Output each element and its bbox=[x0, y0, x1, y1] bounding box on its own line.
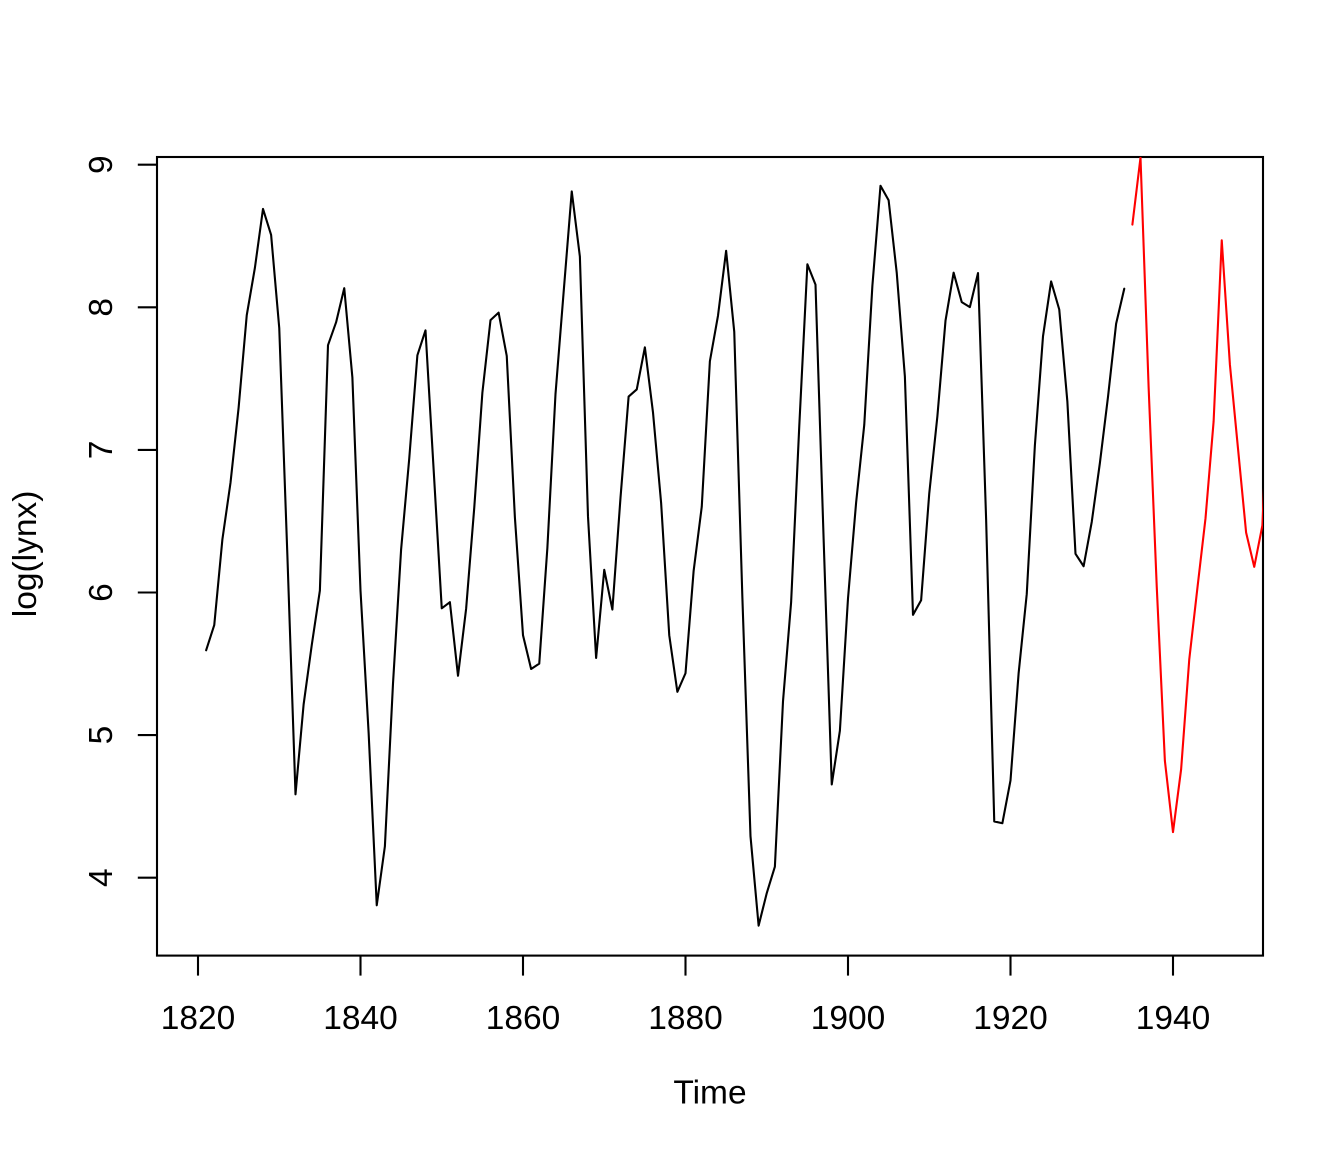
svg-text:Time: Time bbox=[673, 1075, 746, 1112]
svg-text:4: 4 bbox=[83, 868, 120, 887]
svg-text:1820: 1820 bbox=[161, 1000, 236, 1037]
svg-text:1840: 1840 bbox=[323, 1000, 398, 1037]
svg-text:1920: 1920 bbox=[973, 1000, 1048, 1037]
svg-text:1940: 1940 bbox=[1136, 1000, 1211, 1037]
svg-text:9: 9 bbox=[83, 155, 120, 174]
svg-text:1860: 1860 bbox=[486, 1000, 561, 1037]
svg-text:6: 6 bbox=[83, 583, 120, 602]
svg-text:1880: 1880 bbox=[648, 1000, 723, 1037]
svg-text:7: 7 bbox=[83, 441, 120, 460]
svg-text:8: 8 bbox=[83, 298, 120, 317]
svg-text:5: 5 bbox=[83, 726, 120, 745]
svg-text:log(lynx): log(lynx) bbox=[7, 491, 44, 618]
svg-text:1900: 1900 bbox=[811, 1000, 886, 1037]
